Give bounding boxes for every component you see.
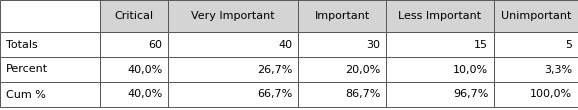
Bar <box>494 0 578 32</box>
Bar <box>494 32 578 57</box>
Bar <box>386 0 494 32</box>
Bar <box>298 0 386 32</box>
Bar <box>100 57 168 82</box>
Bar <box>494 57 578 82</box>
Bar <box>100 32 168 57</box>
Bar <box>100 82 168 107</box>
Text: 96,7%: 96,7% <box>453 90 488 100</box>
Bar <box>0 82 100 107</box>
Bar <box>0 32 100 57</box>
Text: Unimportant: Unimportant <box>501 11 571 21</box>
Bar <box>298 57 386 82</box>
Bar <box>298 32 386 57</box>
Bar <box>100 0 168 32</box>
Bar <box>168 32 298 57</box>
Text: 86,7%: 86,7% <box>345 90 380 100</box>
Text: 10,0%: 10,0% <box>453 64 488 74</box>
Text: 26,7%: 26,7% <box>257 64 292 74</box>
Bar <box>386 32 494 57</box>
Text: 30: 30 <box>366 39 380 50</box>
Text: Important: Important <box>314 11 369 21</box>
Text: 20,0%: 20,0% <box>345 64 380 74</box>
Bar <box>494 82 578 107</box>
Bar <box>168 0 298 32</box>
Text: Less Important: Less Important <box>398 11 481 21</box>
Text: Totals: Totals <box>6 39 38 50</box>
Bar <box>168 57 298 82</box>
Text: Very Important: Very Important <box>191 11 275 21</box>
Text: Cum %: Cum % <box>6 90 46 100</box>
Text: Percent: Percent <box>6 64 48 74</box>
Text: 100,0%: 100,0% <box>530 90 572 100</box>
Text: 3,3%: 3,3% <box>544 64 572 74</box>
Text: 40,0%: 40,0% <box>127 90 162 100</box>
Bar <box>168 82 298 107</box>
Text: 40,0%: 40,0% <box>127 64 162 74</box>
Bar <box>386 57 494 82</box>
Text: Critical: Critical <box>114 11 154 21</box>
Text: 66,7%: 66,7% <box>257 90 292 100</box>
Bar <box>0 0 100 32</box>
Bar <box>298 82 386 107</box>
Text: 15: 15 <box>474 39 488 50</box>
Text: 40: 40 <box>278 39 292 50</box>
Text: 60: 60 <box>148 39 162 50</box>
Text: 5: 5 <box>565 39 572 50</box>
Bar <box>386 82 494 107</box>
Bar <box>0 57 100 82</box>
